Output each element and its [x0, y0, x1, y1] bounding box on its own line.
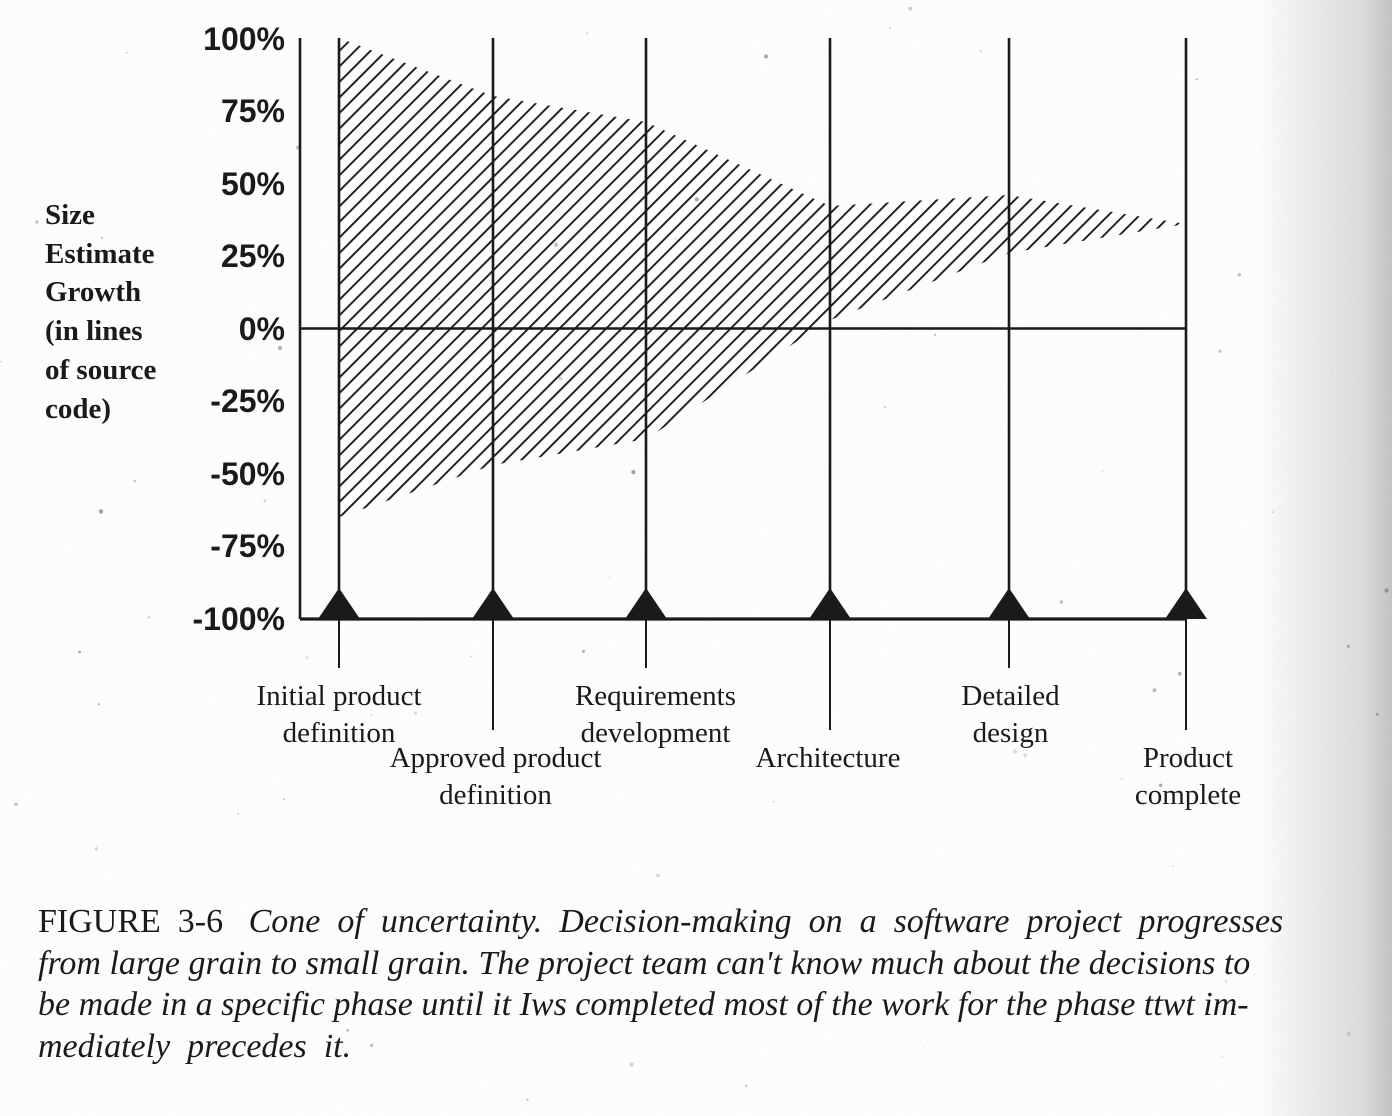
- svg-text:100%: 100%: [203, 21, 285, 57]
- svg-text:-25%: -25%: [210, 383, 285, 419]
- svg-text:-50%: -50%: [210, 456, 285, 492]
- svg-text:25%: 25%: [221, 238, 285, 274]
- svg-text:-100%: -100%: [193, 601, 286, 637]
- svg-text:0%: 0%: [239, 311, 285, 347]
- svg-text:-75%: -75%: [210, 528, 285, 564]
- svg-text:75%: 75%: [221, 93, 285, 129]
- svg-text:50%: 50%: [221, 166, 285, 202]
